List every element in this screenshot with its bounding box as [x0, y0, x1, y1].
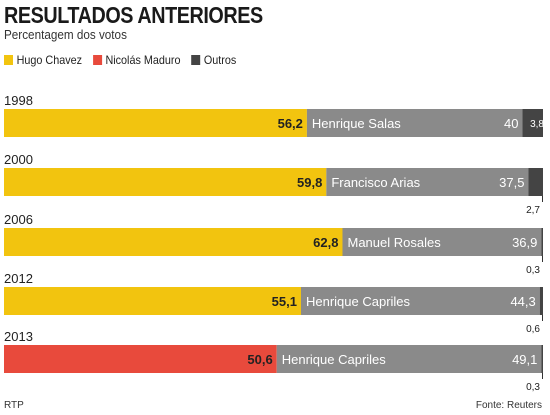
legend-swatch-chavez: [4, 55, 13, 65]
bar-others-2012: [539, 287, 543, 315]
legend-label-maduro: Nicolás Maduro: [105, 53, 181, 67]
value-winner-2000: 59,8: [297, 175, 322, 190]
legend-item-maduro: Nicolás Maduro: [92, 53, 181, 67]
value-others-2012: 0,6: [526, 324, 540, 335]
opponent-name-1998: Henrique Salas: [312, 116, 401, 131]
bar-others-2006: [541, 228, 543, 256]
value-others-2013: 0,3: [526, 382, 540, 393]
value-winner-2013: 50,6: [247, 352, 272, 367]
bar-winner-2006: [4, 228, 343, 256]
legend: Hugo Chavez Nicolás Maduro Outros: [4, 53, 247, 67]
value-opponent-2000: 37,5: [499, 175, 524, 190]
bar-opponent-2013: [276, 345, 542, 373]
bar-winner-1998: [4, 109, 307, 137]
value-opponent-2006: 36,9: [512, 235, 537, 250]
value-opponent-1998: 40: [504, 116, 518, 131]
bar-winner-2000: [4, 168, 327, 196]
bar-opponent-2012: [300, 287, 540, 315]
bar-others-2000: [528, 168, 543, 196]
year-label-2000: 2000: [4, 152, 33, 167]
legend-swatch-outros: [191, 55, 201, 65]
value-winner-2006: 62,8: [313, 235, 338, 250]
value-winner-2012: 55,1: [272, 294, 297, 309]
value-opponent-2012: 44,3: [510, 294, 535, 309]
year-label-2012: 2012: [4, 271, 33, 286]
legend-label-outros: Outros: [203, 53, 237, 67]
value-others-2006: 0,3: [526, 265, 540, 276]
bar-opponent-2000: [326, 168, 529, 196]
bar-others-2013: [541, 345, 543, 373]
credit: RTP: [4, 400, 24, 411]
value-winner-1998: 56,2: [278, 116, 303, 131]
chart-title: RESULTADOS ANTERIORES: [4, 2, 263, 28]
source: Fonte: Reuters: [475, 400, 542, 411]
bar-opponent-1998: [306, 109, 523, 137]
chart-subtitle: Percentagem dos votos: [4, 27, 127, 42]
year-label-1998: 1998: [4, 93, 33, 108]
legend-item-outros: Outros: [191, 53, 236, 67]
value-others-1998: 3,8: [530, 119, 544, 130]
legend-swatch-maduro: [92, 55, 102, 65]
year-label-2006: 2006: [4, 212, 33, 227]
year-label-2013: 2013: [4, 329, 33, 344]
bar-opponent-2006: [342, 228, 542, 256]
opponent-name-2012: Henrique Capriles: [306, 294, 411, 309]
bar-winner-2013: [4, 345, 277, 373]
legend-item-chavez: Hugo Chavez: [4, 53, 82, 67]
opponent-name-2013: Henrique Capriles: [282, 352, 387, 367]
value-others-2000: 2,7: [526, 205, 540, 216]
bar-winner-2012: [4, 287, 301, 315]
opponent-name-2006: Manuel Rosales: [347, 235, 441, 250]
value-opponent-2013: 49,1: [512, 352, 537, 367]
bar-others-1998: [522, 109, 543, 137]
opponent-name-2000: Francisco Arias: [331, 175, 420, 190]
legend-label-chavez: Hugo Chavez: [16, 53, 83, 67]
